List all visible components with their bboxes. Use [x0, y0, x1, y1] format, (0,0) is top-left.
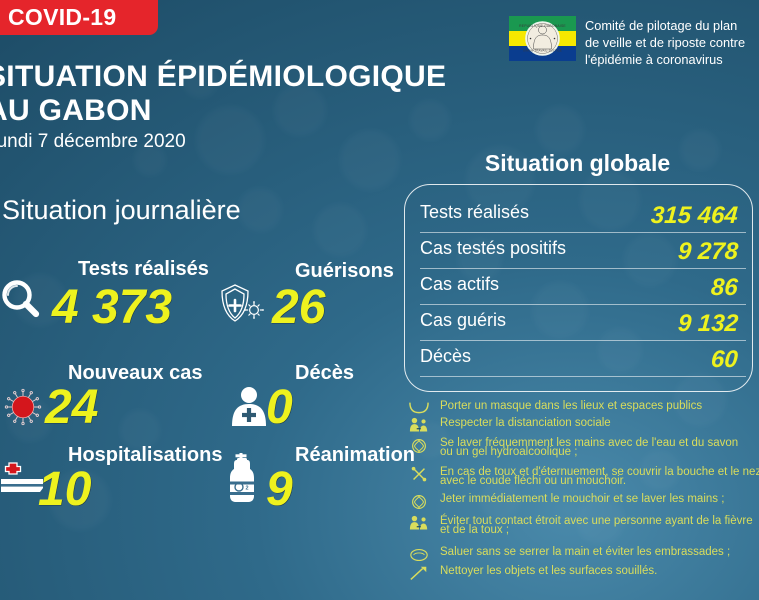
svg-text:UNION-TRAVAIL-JUSTICE: UNION-TRAVAIL-JUSTICE — [523, 49, 562, 53]
svg-text:2: 2 — [246, 486, 249, 492]
